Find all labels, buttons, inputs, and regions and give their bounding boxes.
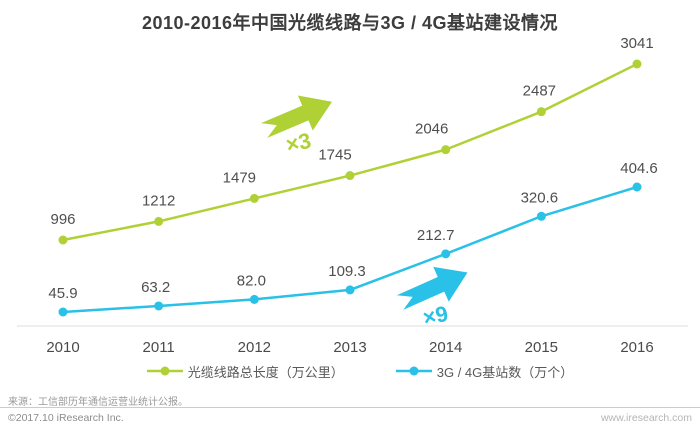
data-point <box>536 107 546 117</box>
chart-title: 2010-2016年中国光缆线路与3G / 4G基站建设情况 <box>141 13 559 33</box>
data-label: 3041 <box>620 35 653 52</box>
data-point <box>154 216 164 226</box>
data-point <box>536 211 546 221</box>
data-point <box>632 59 642 69</box>
multiplier-annotation: ×3 <box>284 128 314 158</box>
data-point <box>249 193 259 203</box>
data-point <box>441 145 451 155</box>
legend-label-cable-length: 光缆线路总长度（万公里） <box>187 364 344 380</box>
data-point <box>249 294 259 304</box>
data-label: 63.2 <box>141 279 170 296</box>
legend-line-dot-icon-green <box>146 366 183 376</box>
data-label: 320.6 <box>521 189 559 206</box>
line-chart-canvas: 996 1212 1479 1745 2046 2487 3041 45.9 63.2 82.0 1… <box>17 35 688 331</box>
growth-arrow-icon-green <box>255 95 333 143</box>
legend: 光缆线路总长度（万公里） 3G / 4G基站数（万个） <box>10 362 700 380</box>
website-watermark: www.iresearch.com <box>600 412 692 424</box>
source-note: 来源：工信部历年通信运营业统计公报。 <box>8 397 188 408</box>
growth-arrow-icon-blue <box>390 266 468 315</box>
x-axis-label: 2012 <box>237 339 272 356</box>
data-label: 1745 <box>318 147 351 164</box>
legend-line-dot-icon-blue <box>395 366 432 376</box>
data-point <box>345 285 355 295</box>
x-axis-label: 2016 <box>620 339 654 356</box>
data-point <box>345 171 355 181</box>
data-label: 212.7 <box>417 227 455 244</box>
footer-divider <box>0 407 700 408</box>
data-label: 45.9 <box>48 285 77 302</box>
data-label: 996 <box>50 211 75 228</box>
copyright-text: ©2017.10 iResearch Inc. <box>8 412 124 424</box>
multiplier-annotation: ×9 <box>421 301 451 331</box>
x-axis-label: 2014 <box>428 339 463 356</box>
data-point <box>632 182 642 192</box>
data-label: 2487 <box>523 83 556 100</box>
data-label: 404.6 <box>620 160 658 177</box>
data-point <box>154 301 164 311</box>
x-axis-label: 2011 <box>142 339 175 356</box>
legend-item-cable-length: 光缆线路总长度（万公里） <box>146 362 344 381</box>
x-axis-label: 2013 <box>333 339 367 356</box>
legend-item-base-stations: 3G / 4G基站数（万个） <box>395 362 574 381</box>
data-label: 1479 <box>223 169 256 186</box>
data-point <box>58 307 68 317</box>
x-axis-label: 2010 <box>46 339 80 356</box>
data-label: 82.0 <box>237 272 266 289</box>
data-point <box>58 235 68 245</box>
data-label: 1212 <box>142 192 175 209</box>
data-point <box>441 249 451 259</box>
legend-label-base-stations: 3G / 4G基站数（万个） <box>436 364 574 380</box>
data-label: 109.3 <box>328 263 366 280</box>
x-axis-label: 2015 <box>524 339 559 356</box>
data-label: 2046 <box>415 121 448 138</box>
